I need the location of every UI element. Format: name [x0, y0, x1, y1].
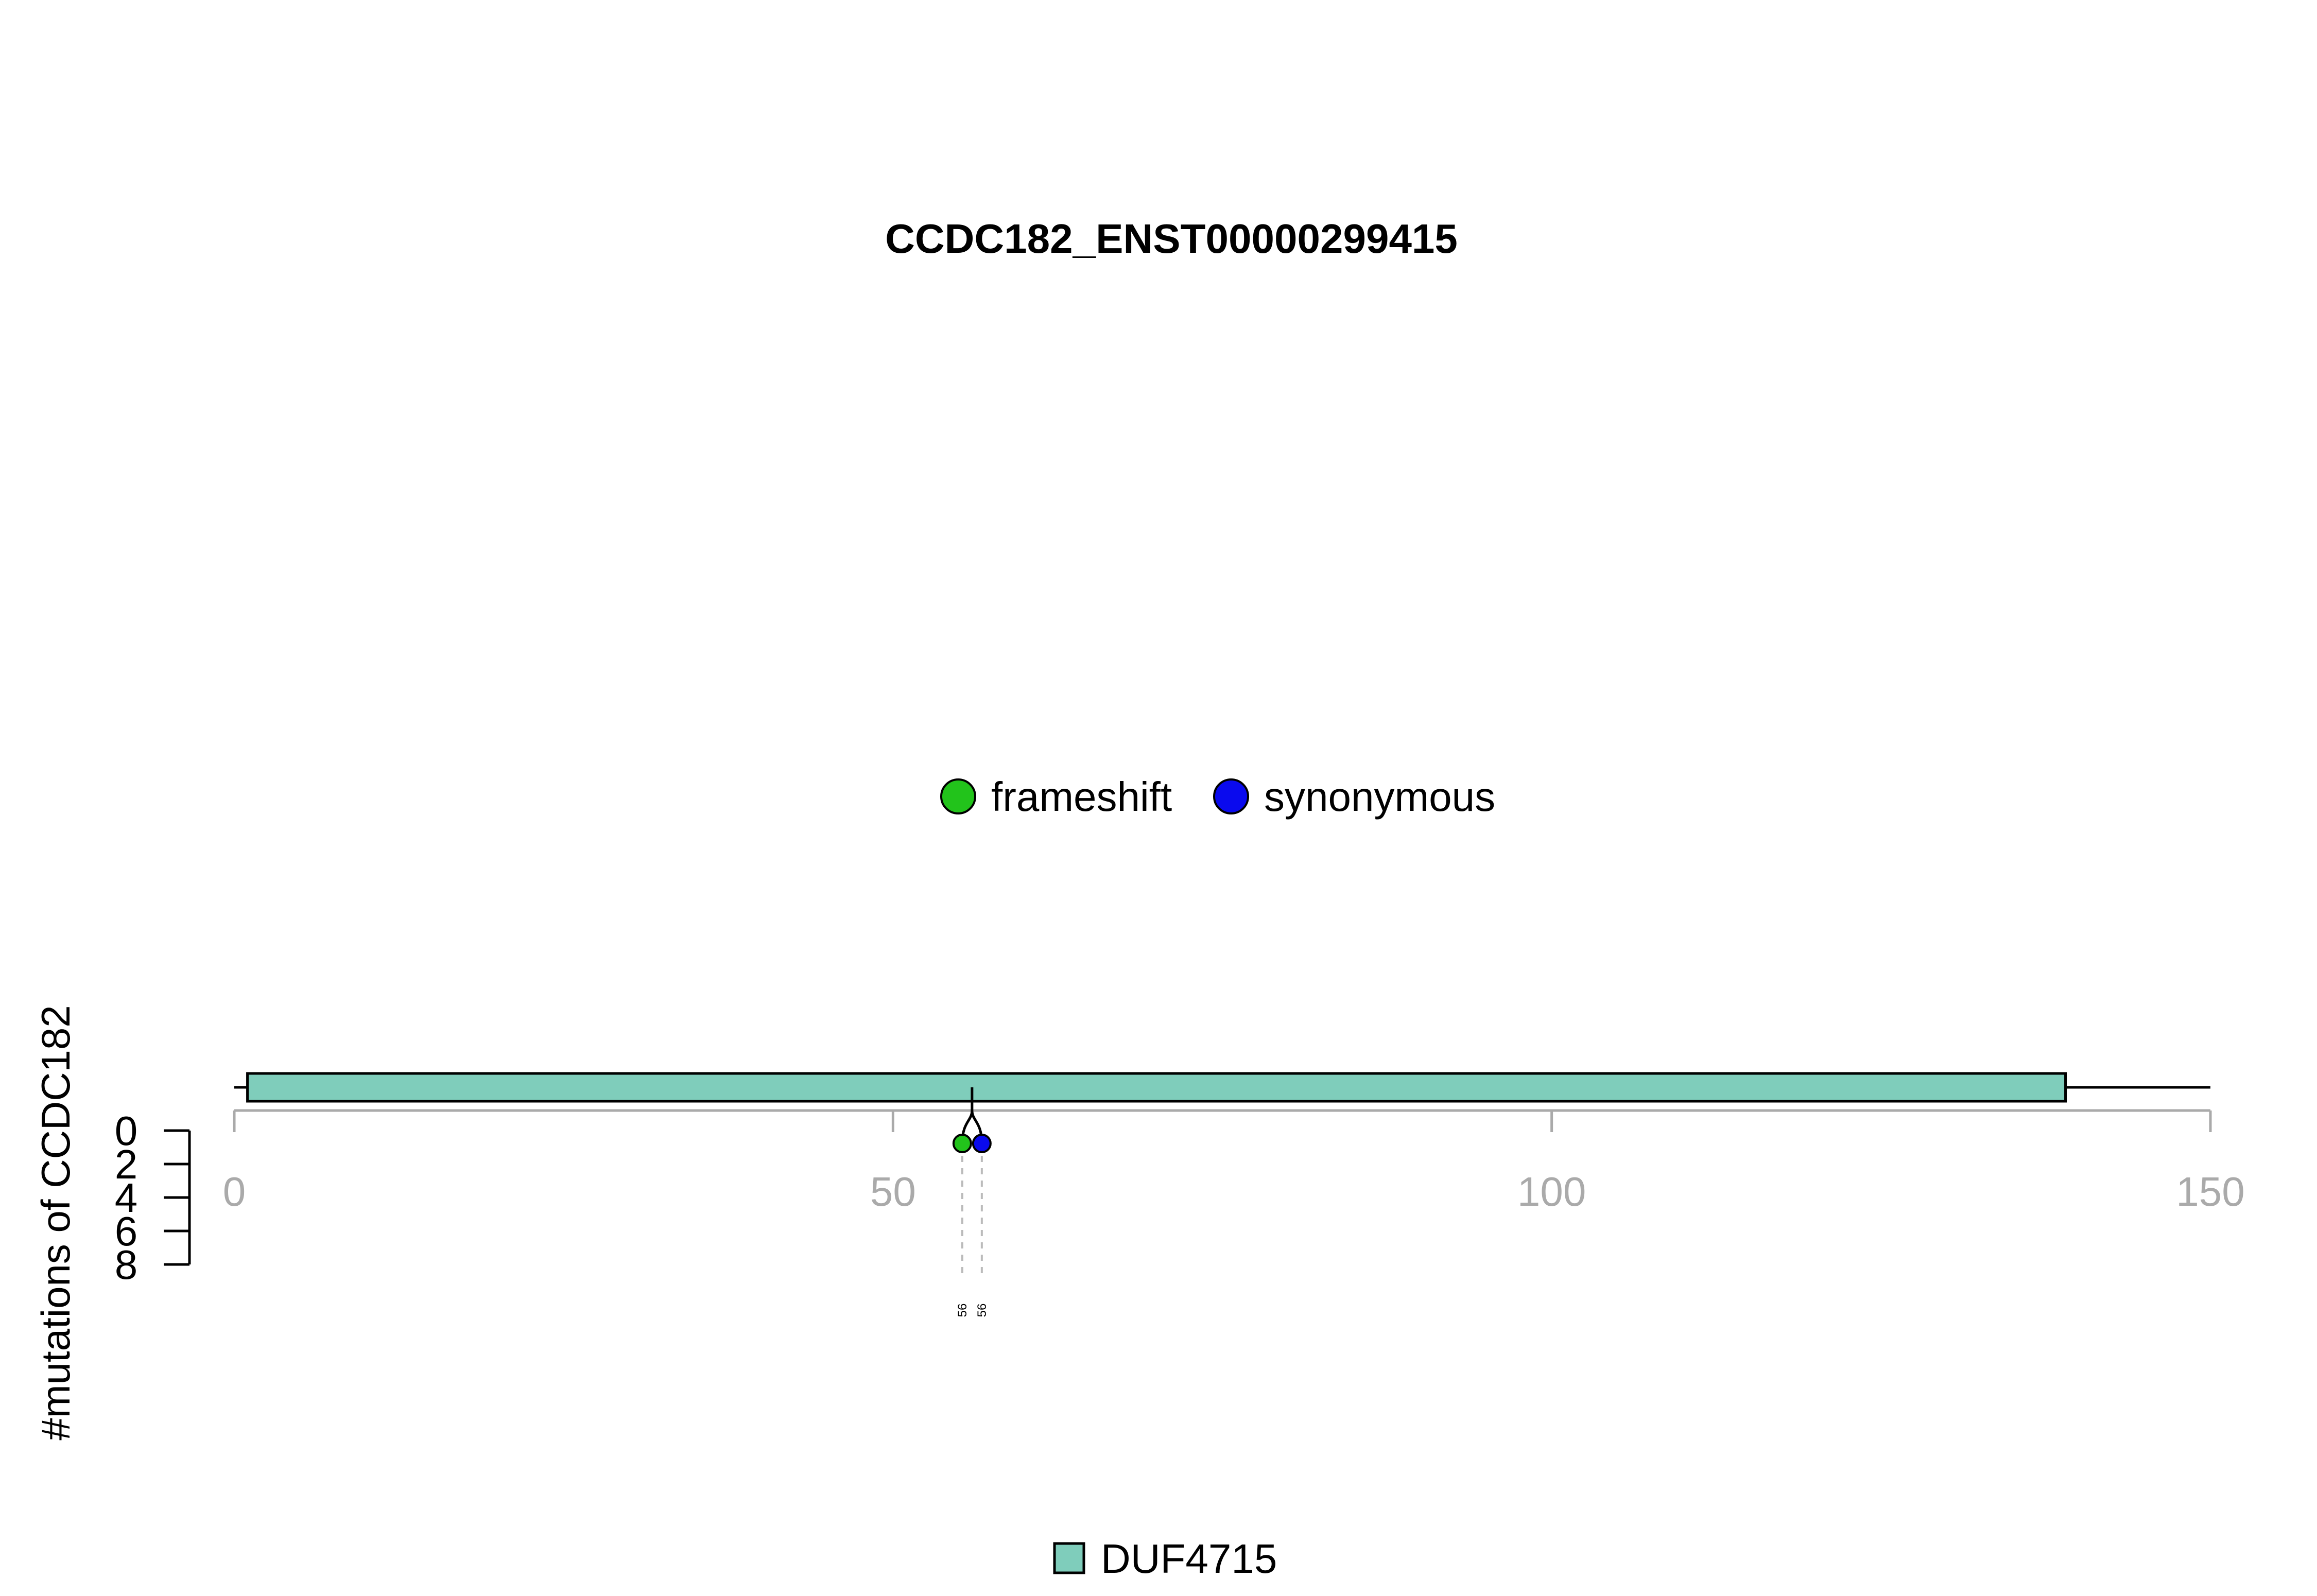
x-tick-label-0: 0 — [223, 1169, 246, 1215]
y-tick-label-6: 6 — [115, 1208, 138, 1254]
y-axis-label: #mutations of CCDC182 — [33, 1005, 78, 1440]
x-tick-label-100: 100 — [1517, 1169, 1586, 1215]
y-tick-label-0: 0 — [115, 1108, 138, 1154]
x-axis: 0 50 100 150 — [223, 1109, 2245, 1215]
domain-legend-marker-DUF4715 — [1053, 1542, 1085, 1574]
chart-title: CCDC182_ENST00000299415 — [885, 216, 1458, 262]
legend-marker-synonymous — [1213, 778, 1249, 814]
domain-DUF4715 — [246, 1072, 2067, 1103]
x-tick-label-150: 150 — [2176, 1169, 2244, 1215]
mutation-position-label-synonymous: 56 — [975, 1304, 989, 1317]
mutation-lollipops: 56 56 — [952, 1087, 992, 1317]
domain-legend: DUF4715 — [1053, 1536, 1277, 1582]
x-tick-label-50: 50 — [870, 1169, 916, 1215]
lollipop-head-frameshift — [952, 1134, 972, 1153]
legend-label-frameshift: frameshift — [991, 774, 1172, 820]
legend-marker-frameshift — [940, 778, 976, 814]
mutation-position-label-frameshift: 56 — [956, 1304, 970, 1317]
y-tick-label-8: 8 — [115, 1242, 138, 1288]
domain-legend-label-DUF4715: DUF4715 — [1101, 1536, 1277, 1582]
mutation-type-legend: frameshift synonymous — [940, 774, 1495, 820]
legend-label-synonymous: synonymous — [1264, 774, 1495, 820]
y-tick-label-2: 2 — [115, 1141, 138, 1187]
domain-track — [246, 1072, 2067, 1103]
y-tick-label-4: 4 — [115, 1175, 138, 1221]
lollipop-head-synonymous — [972, 1134, 992, 1153]
